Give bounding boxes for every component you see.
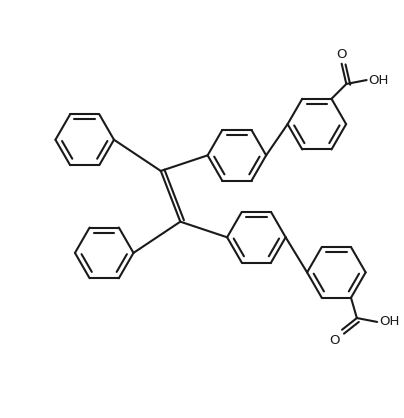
- Text: O: O: [337, 48, 347, 61]
- Text: OH: OH: [379, 316, 400, 329]
- Text: OH: OH: [368, 74, 389, 87]
- Text: O: O: [330, 334, 340, 347]
